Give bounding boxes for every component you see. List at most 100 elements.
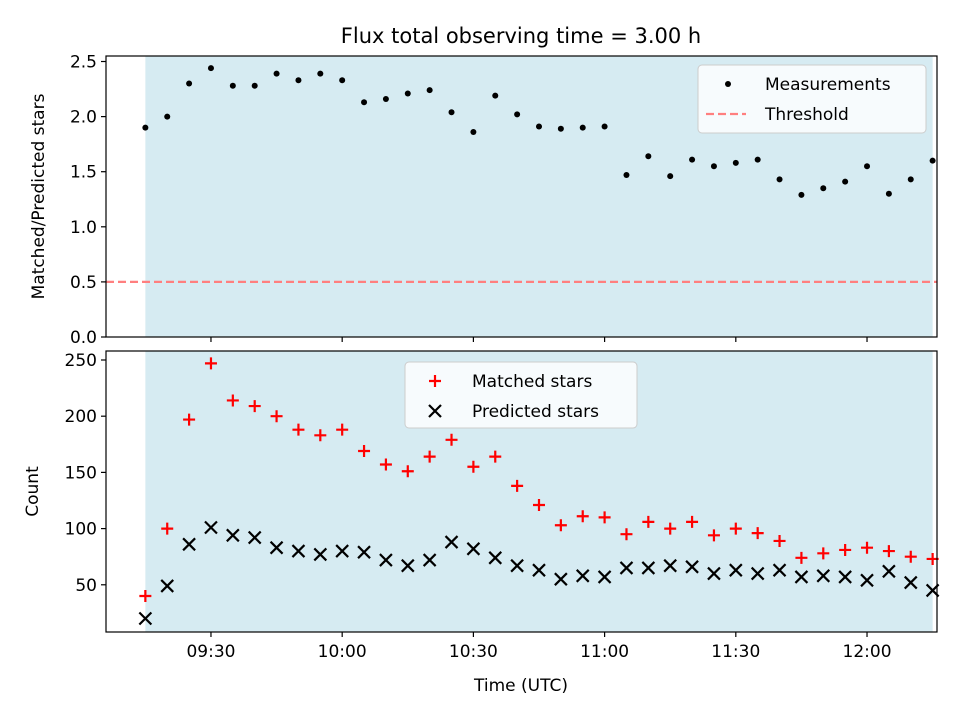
y-axis-label: Matched/Predicted stars [29, 93, 49, 299]
data-point [751, 527, 764, 540]
data-point [642, 515, 655, 528]
legend-box [697, 64, 927, 134]
data-point [619, 561, 634, 575]
data-point [248, 400, 261, 413]
data-point [379, 553, 393, 567]
x-axis-label: Time (UTC) [473, 676, 568, 696]
data-point [795, 551, 808, 564]
data-point [620, 528, 633, 541]
data-point [532, 563, 546, 577]
data-point [575, 569, 590, 583]
data-point [579, 124, 586, 131]
data-point [467, 460, 480, 473]
y-tick-label: 0.5 [70, 273, 97, 293]
data-point [817, 547, 830, 560]
data-point [685, 560, 699, 574]
data-point [864, 163, 871, 170]
data-point [295, 77, 302, 84]
data-point [466, 542, 481, 556]
data-point [182, 537, 196, 552]
data-point [401, 558, 415, 573]
data-point [907, 176, 914, 183]
data-point [772, 563, 787, 577]
x-tick-label: 12:00 [843, 642, 892, 662]
data-point [839, 543, 852, 556]
legend-swatch [428, 404, 442, 418]
data-point [511, 479, 524, 492]
data-point [138, 611, 153, 626]
data-point [597, 570, 612, 584]
data-point [423, 450, 436, 463]
data-point [445, 433, 458, 446]
ratio-panel: 0.0 0.5 1.0 1.5 2.0 2.5 Matched/Predicted star… [29, 53, 938, 348]
data-point [314, 429, 327, 442]
legend-label: Predicted stars [472, 402, 599, 422]
data-point [554, 519, 567, 532]
y-tick-label: 1.0 [70, 218, 97, 238]
data-point [842, 178, 849, 185]
data-point [361, 99, 368, 106]
data-point [358, 445, 371, 458]
data-point [401, 465, 414, 478]
data-point [292, 423, 305, 436]
data-point [882, 564, 896, 579]
data-point [860, 573, 874, 588]
data-point [270, 410, 283, 423]
data-point [204, 357, 217, 370]
data-point [773, 534, 786, 547]
data-point [882, 545, 895, 558]
data-point [904, 550, 917, 563]
legend-label: Threshold [764, 105, 849, 125]
legend-swatch [725, 81, 731, 87]
data-point [448, 109, 455, 116]
data-point [667, 173, 674, 180]
data-point [339, 77, 346, 84]
data-point [641, 561, 656, 575]
x-tick-label: 10:00 [318, 642, 367, 662]
data-point [247, 530, 262, 545]
series-measurements [142, 65, 936, 198]
data-point [161, 522, 174, 535]
data-point [664, 522, 677, 535]
data-point [903, 575, 918, 590]
data-point [861, 541, 874, 554]
data-point [645, 153, 652, 160]
data-point [336, 423, 349, 436]
data-point [160, 579, 175, 593]
data-point [404, 90, 411, 97]
data-point [379, 458, 392, 471]
chart-title: Flux total observing time = 3.00 h [341, 24, 701, 48]
data-point [226, 528, 240, 543]
data-point [838, 570, 852, 584]
data-point [139, 590, 152, 603]
series-predicted-stars [138, 520, 940, 626]
data-point [357, 545, 371, 559]
data-point [204, 520, 218, 535]
count-panel: 50 100 150 200 250 09:30 10:00 10:30 11:00 11:30 1… [23, 350, 940, 662]
data-point [164, 113, 171, 120]
data-point [710, 163, 717, 170]
data-point [663, 558, 677, 573]
data-point [426, 87, 433, 94]
data-point [820, 185, 827, 192]
axes-frame [105, 55, 938, 338]
x-tick-label: 09:30 [186, 642, 235, 662]
legend-label: Matched stars [472, 372, 592, 392]
y-tick-label: 250 [65, 351, 97, 371]
data-point [557, 125, 564, 132]
data-point [689, 156, 696, 163]
y-axis-label: Count [23, 466, 43, 517]
series-matched-stars [139, 357, 939, 603]
data-point [754, 156, 761, 163]
legend-label: Measurements [765, 75, 891, 95]
y-tick-label: 200 [65, 407, 97, 427]
data-point [798, 191, 805, 198]
data-point [554, 572, 568, 586]
data-point [335, 544, 349, 558]
data-point [514, 111, 521, 118]
data-point [382, 95, 389, 102]
data-point [273, 70, 280, 77]
x-tick-label: 10:30 [449, 642, 498, 662]
x-tick-label: 11:00 [580, 642, 629, 662]
data-point [729, 522, 742, 535]
